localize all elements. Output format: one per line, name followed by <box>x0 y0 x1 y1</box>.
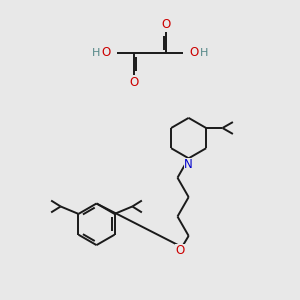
Text: H: H <box>200 48 208 58</box>
Text: O: O <box>129 76 138 88</box>
Text: N: N <box>184 158 193 171</box>
Text: O: O <box>101 46 111 59</box>
Text: O: O <box>162 18 171 31</box>
Text: O: O <box>176 244 185 257</box>
Text: O: O <box>189 46 199 59</box>
Text: H: H <box>92 48 100 58</box>
